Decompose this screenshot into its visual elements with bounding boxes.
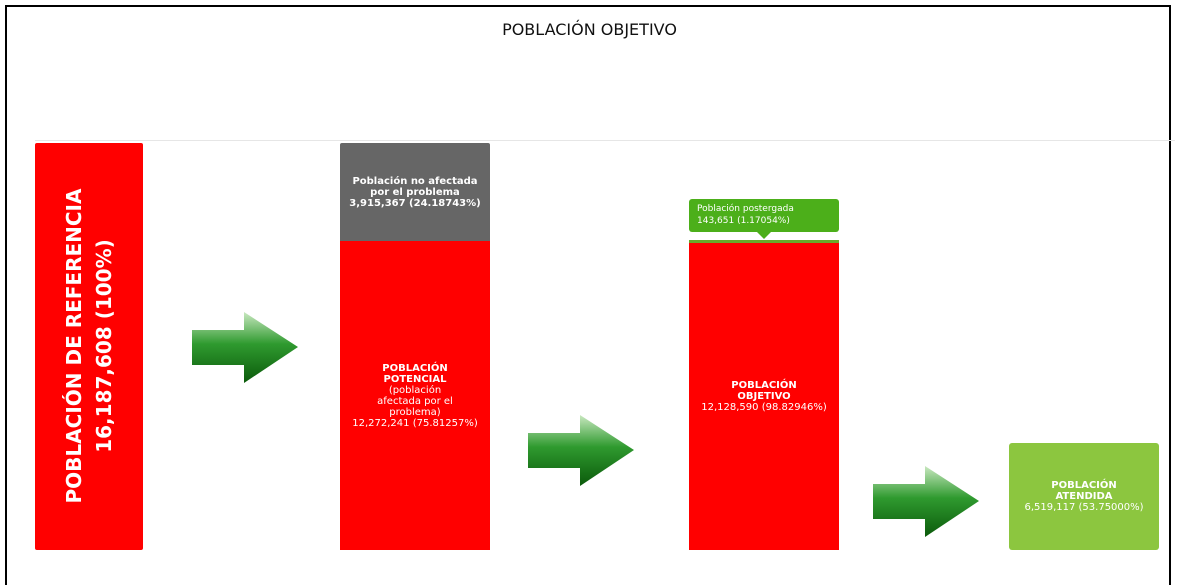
objective-box: POBLACIÓN OBJETIVO 12,128,590 (98.82946%… [689, 243, 839, 550]
served-label: POBLACIÓN ATENDIDA [1051, 480, 1117, 502]
frame [5, 5, 1171, 585]
potential-value: 12,272,241 (75.81257%) [352, 417, 478, 429]
potential-note: (población afectada por el problema) [377, 384, 453, 418]
served-box: POBLACIÓN ATENDIDA 6,519,117 (53.75000%) [1009, 443, 1159, 550]
postponed-strip [689, 240, 839, 243]
callout-pointer [756, 231, 772, 239]
potential-box: POBLACIÓN POTENCIAL (población afectada … [340, 241, 490, 550]
reference-box: POBLACIÓN DE REFERENCIA 16,187,608 (100%… [35, 143, 143, 550]
unaffected-label: Población no afectada por el problema [352, 175, 478, 198]
postponed-value: 143,651 (1.17054%) [697, 216, 790, 226]
potential-label: POBLACIÓN POTENCIAL [382, 362, 448, 385]
postponed-callout: Población postergada 143,651 (1.17054%) [689, 199, 839, 232]
objective-value: 12,128,590 (98.82946%) [701, 402, 827, 413]
reference-value: 16,187,608 (100%) [92, 239, 116, 453]
served-value: 6,519,117 (53.75000%) [1024, 502, 1144, 513]
postponed-label: Población postergada [697, 204, 794, 214]
reference-text: POBLACIÓN DE REFERENCIA 16,187,608 (100%… [59, 189, 119, 504]
objective-label: POBLACIÓN OBJETIVO [731, 380, 797, 402]
page: {"title": "POBLACIÓN OBJETIVO", "referen… [5, 5, 1175, 585]
title: POBLACIÓN OBJETIVO [502, 20, 677, 39]
reference-label: POBLACIÓN DE REFERENCIA [62, 188, 86, 504]
unaffected-value: 3,915,367 (24.18743%) [349, 197, 481, 209]
panel-border [35, 140, 1175, 141]
unaffected-box: Población no afectada por el problema 3,… [340, 143, 490, 241]
